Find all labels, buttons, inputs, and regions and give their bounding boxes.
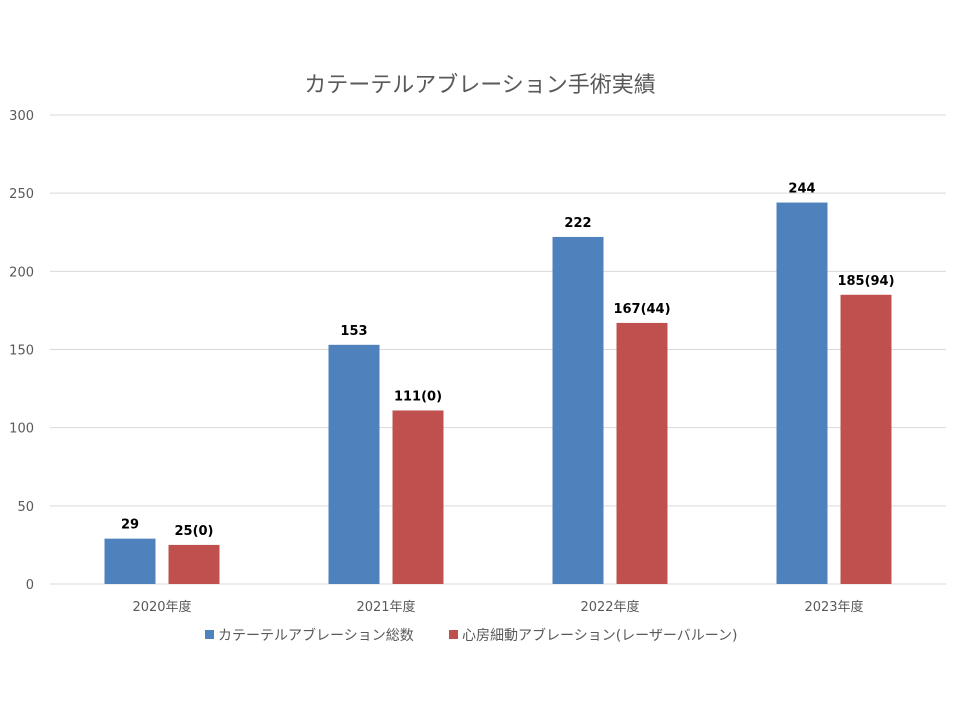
data-label: 29 [121, 518, 139, 533]
bar-total-0 [104, 538, 156, 584]
data-label: 244 [788, 182, 815, 197]
x-category-label: 2023年度 [804, 599, 863, 615]
legend: カテーテルアブレーション総数 心房細動アブレーション(レーザーバルーン) [205, 627, 738, 644]
bar-af-1 [392, 410, 444, 584]
bar-af-2 [616, 322, 668, 584]
x-category-label: 2020年度 [132, 599, 191, 615]
data-label: 153 [340, 324, 367, 339]
legend-label: 心房細動アブレーション(レーザーバルーン) [462, 627, 738, 644]
data-label: 25(0) [174, 524, 213, 539]
data-label: 185(94) [837, 274, 894, 289]
y-tick-label: 300 [9, 109, 34, 124]
data-label: 111(0) [394, 389, 442, 404]
x-category-label: 2022年度 [580, 599, 639, 615]
y-tick-label: 150 [9, 344, 34, 359]
gridlines [50, 114, 946, 585]
x-category-label: 2021年度 [356, 599, 415, 615]
y-axis-ticks: 0 50 100 150 200 250 300 [9, 109, 34, 593]
bars [104, 202, 892, 584]
chart-title: カテーテルアブレーション手術実績 [304, 73, 656, 98]
bar-total-2 [552, 236, 604, 584]
legend-swatch [205, 630, 214, 639]
bar-total-1 [328, 344, 380, 584]
x-axis-categories: 2020年度 2021年度 2022年度 2023年度 [132, 599, 863, 615]
y-tick-label: 50 [17, 500, 34, 515]
bar-af-3 [840, 294, 892, 584]
bar-total-3 [776, 202, 828, 584]
y-tick-label: 250 [9, 187, 34, 202]
bar-af-0 [168, 544, 220, 584]
y-tick-label: 200 [9, 265, 34, 280]
data-labels: 29 25(0) 153 111(0) 222 167(44) 244 185(94) [121, 182, 895, 539]
legend-label: カテーテルアブレーション総数 [218, 627, 414, 644]
y-tick-label: 0 [26, 578, 34, 593]
data-label: 222 [564, 216, 591, 231]
data-label: 167(44) [613, 302, 670, 317]
legend-swatch [449, 630, 458, 639]
y-tick-label: 100 [9, 422, 34, 437]
